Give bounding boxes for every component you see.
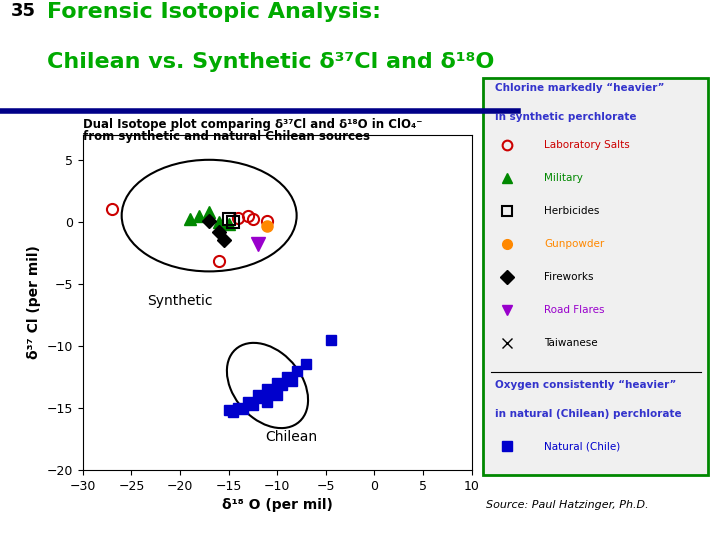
Text: Dual Isotope plot comparing δ³⁷Cl and δ¹⁸O in ClO₄⁻: Dual Isotope plot comparing δ³⁷Cl and δ¹… xyxy=(83,118,423,131)
Text: Laboratory Salts: Laboratory Salts xyxy=(544,139,630,150)
Text: Chlorine markedly “heavier”: Chlorine markedly “heavier” xyxy=(495,83,665,92)
Text: Herbicides: Herbicides xyxy=(544,206,600,215)
Text: Forensic Isotopic Analysis:: Forensic Isotopic Analysis: xyxy=(47,2,381,22)
Text: Fireworks: Fireworks xyxy=(544,272,594,282)
Text: Road Flares: Road Flares xyxy=(544,305,605,315)
Text: from synthetic and natural Chilean sources: from synthetic and natural Chilean sourc… xyxy=(83,130,370,143)
Text: Synthetic: Synthetic xyxy=(148,294,212,308)
Text: Taiwanese: Taiwanese xyxy=(544,338,598,348)
Text: 35: 35 xyxy=(10,2,35,20)
X-axis label: δ¹⁸ O (per mil): δ¹⁸ O (per mil) xyxy=(222,498,333,512)
Text: Oxygen consistently “heavier”: Oxygen consistently “heavier” xyxy=(495,380,677,390)
Text: Chilean: Chilean xyxy=(266,430,318,444)
Text: Military: Military xyxy=(544,173,583,183)
Text: Natural (Chile): Natural (Chile) xyxy=(544,441,621,451)
FancyBboxPatch shape xyxy=(484,78,708,475)
Text: Chilean vs. Synthetic δ³⁷Cl and δ¹⁸O: Chilean vs. Synthetic δ³⁷Cl and δ¹⁸O xyxy=(47,52,494,72)
Text: Gunpowder: Gunpowder xyxy=(544,239,605,249)
Y-axis label: δ³⁷ Cl (per mil): δ³⁷ Cl (per mil) xyxy=(27,246,41,359)
Text: in synthetic perchlorate: in synthetic perchlorate xyxy=(495,111,636,122)
Text: Source: Paul Hatzinger, Ph.D.: Source: Paul Hatzinger, Ph.D. xyxy=(486,500,649,510)
Text: in natural (Chilean) perchlorate: in natural (Chilean) perchlorate xyxy=(495,409,682,419)
